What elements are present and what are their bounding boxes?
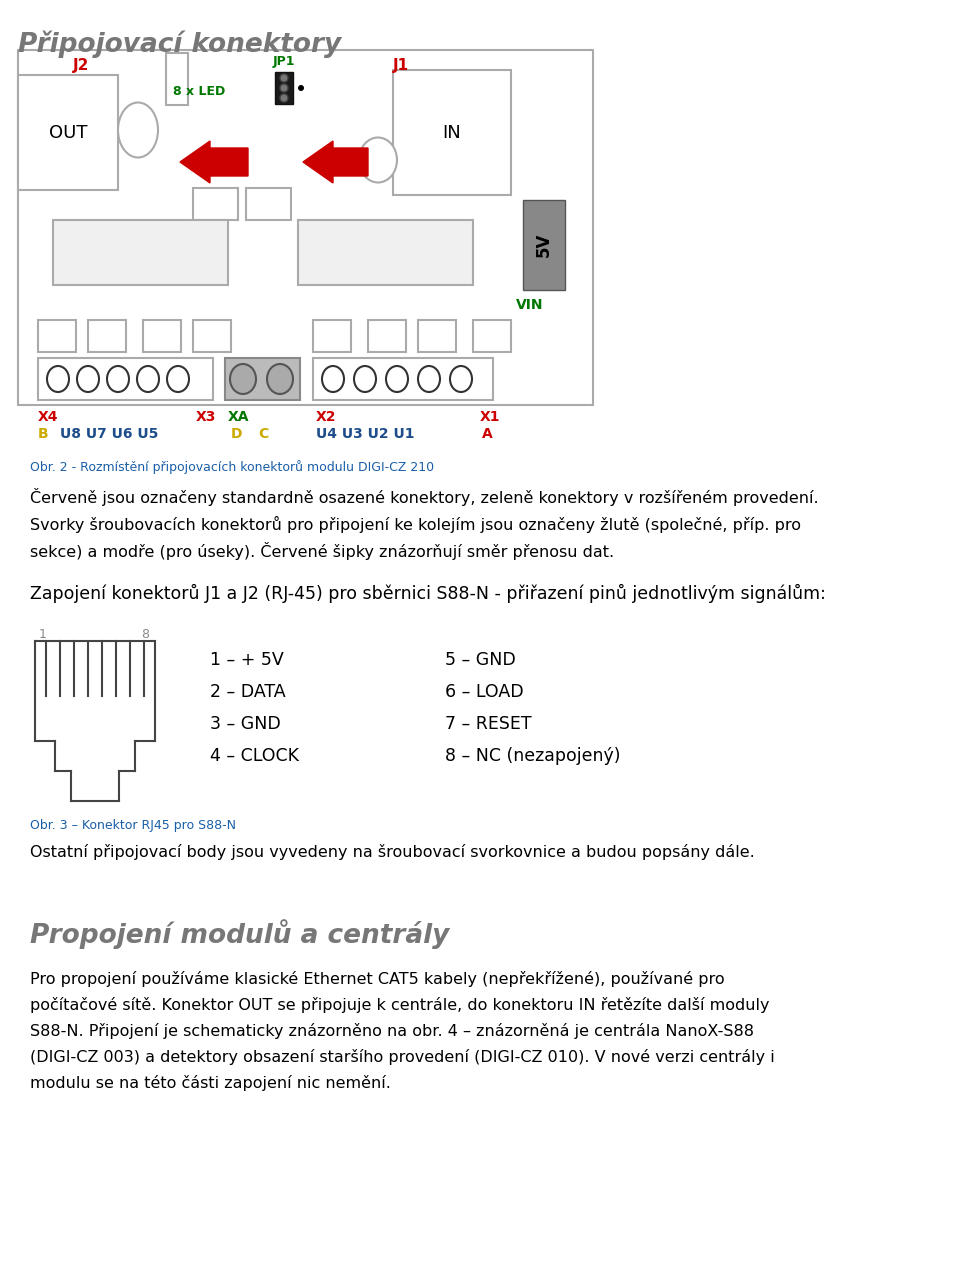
Text: U4 U3 U2 U1: U4 U3 U2 U1 xyxy=(316,427,415,441)
Bar xyxy=(473,320,511,352)
Text: 6 – LOAD: 6 – LOAD xyxy=(445,683,523,701)
Text: 7 – RESET: 7 – RESET xyxy=(445,715,532,733)
Bar xyxy=(35,696,155,776)
Ellipse shape xyxy=(418,366,440,392)
Text: Propojení modulů a centrály: Propojení modulů a centrály xyxy=(30,919,449,949)
Ellipse shape xyxy=(267,364,293,394)
Circle shape xyxy=(280,84,288,92)
Text: Obr. 2 - Rozmístění připojovacích konektorů modulu DIGI-CZ 210: Obr. 2 - Rozmístění připojovacích konekt… xyxy=(30,460,434,474)
Circle shape xyxy=(280,74,288,82)
Bar xyxy=(523,200,565,290)
Bar xyxy=(368,320,406,352)
Text: C: C xyxy=(258,427,268,441)
Bar xyxy=(18,50,593,405)
Circle shape xyxy=(280,94,288,102)
Text: VIN: VIN xyxy=(516,298,543,312)
Text: XA: XA xyxy=(228,410,250,424)
Text: 5 – GND: 5 – GND xyxy=(445,651,516,669)
Text: 8 – NC (nezapojený): 8 – NC (nezapojený) xyxy=(445,747,620,764)
Ellipse shape xyxy=(354,366,376,392)
Bar xyxy=(313,320,351,352)
Text: D: D xyxy=(231,427,243,441)
Text: 4 – CLOCK: 4 – CLOCK xyxy=(210,747,299,764)
FancyArrow shape xyxy=(303,141,368,183)
Text: A: A xyxy=(482,427,492,441)
Text: 8: 8 xyxy=(141,628,149,641)
Bar xyxy=(193,320,231,352)
Text: Připojovací konektory: Připojovací konektory xyxy=(18,31,341,57)
Text: 1 – + 5V: 1 – + 5V xyxy=(210,651,284,669)
Text: Červeně jsou označeny standardně osazené konektory, zeleně konektory v rozšířené: Červeně jsou označeny standardně osazené… xyxy=(30,488,819,506)
Ellipse shape xyxy=(47,366,69,392)
Bar xyxy=(393,70,511,195)
FancyArrow shape xyxy=(180,141,248,183)
Ellipse shape xyxy=(230,364,256,394)
Ellipse shape xyxy=(386,366,408,392)
Text: J1: J1 xyxy=(393,59,409,73)
Text: Zapojení konektorů J1 a J2 (RJ-45) pro sběrnici S88-N - přiřazení pinů jednotliv: Zapojení konektorů J1 a J2 (RJ-45) pro s… xyxy=(30,583,826,603)
Text: X4: X4 xyxy=(38,410,59,424)
Ellipse shape xyxy=(107,366,129,392)
Ellipse shape xyxy=(322,366,344,392)
Text: (DIGI-CZ 003) a detektory obsazení staršího provedení (DIGI-CZ 010). V nové verz: (DIGI-CZ 003) a detektory obsazení starš… xyxy=(30,1049,775,1065)
Bar xyxy=(275,73,293,104)
Text: OUT: OUT xyxy=(49,124,87,141)
Ellipse shape xyxy=(118,102,158,158)
Text: 3 – GND: 3 – GND xyxy=(210,715,280,733)
Text: 2 – DATA: 2 – DATA xyxy=(210,683,286,701)
Circle shape xyxy=(298,85,304,90)
Bar xyxy=(38,320,76,352)
Ellipse shape xyxy=(137,366,159,392)
Text: modulu se na této části zapojení nic nemění.: modulu se na této části zapojení nic nem… xyxy=(30,1075,391,1091)
Text: 1: 1 xyxy=(39,628,47,641)
Text: S88-N. Připojení je schematicky znázorněno na obr. 4 – znázorněná je centrála Na: S88-N. Připojení je schematicky znázorně… xyxy=(30,1023,754,1040)
Text: JP1: JP1 xyxy=(273,55,296,68)
Ellipse shape xyxy=(167,366,189,392)
Bar xyxy=(143,320,181,352)
Bar xyxy=(38,358,213,400)
Text: 8 x LED: 8 x LED xyxy=(173,85,226,98)
Text: Obr. 3 – Konektor RJ45 pro S88-N: Obr. 3 – Konektor RJ45 pro S88-N xyxy=(30,819,236,832)
Ellipse shape xyxy=(450,366,472,392)
Text: B: B xyxy=(38,427,49,441)
Bar xyxy=(246,189,291,220)
Text: J2: J2 xyxy=(73,59,89,73)
Text: U8 U7 U6 U5: U8 U7 U6 U5 xyxy=(60,427,158,441)
Text: Pro propojení používáme klasické Ethernet CAT5 kabely (nepřekřížené), používané : Pro propojení používáme klasické Etherne… xyxy=(30,971,725,987)
Text: X1: X1 xyxy=(480,410,500,424)
Bar xyxy=(225,358,300,400)
Text: Svorky šroubovacích konektorů pro připojení ke kolejím jsou označeny žlutě (spol: Svorky šroubovacích konektorů pro připoj… xyxy=(30,516,801,561)
Text: IN: IN xyxy=(443,124,462,141)
Bar xyxy=(313,358,493,400)
Bar xyxy=(418,320,456,352)
Bar xyxy=(53,220,228,285)
Bar xyxy=(166,54,188,104)
Bar xyxy=(193,189,238,220)
Text: X3: X3 xyxy=(196,410,216,424)
Bar xyxy=(88,320,126,352)
Text: X2: X2 xyxy=(316,410,337,424)
Text: 5V: 5V xyxy=(535,233,553,257)
Ellipse shape xyxy=(359,138,397,182)
Text: Ostatní připojovací body jsou vyvedeny na šroubovací svorkovnice a budou popsány: Ostatní připojovací body jsou vyvedeny n… xyxy=(30,843,755,860)
Text: počítačové sítě. Konektor OUT se připojuje k centrále, do konektoru IN řetězíte : počítačové sítě. Konektor OUT se připoju… xyxy=(30,998,770,1013)
Bar xyxy=(298,220,473,285)
Bar xyxy=(18,75,118,190)
Ellipse shape xyxy=(77,366,99,392)
